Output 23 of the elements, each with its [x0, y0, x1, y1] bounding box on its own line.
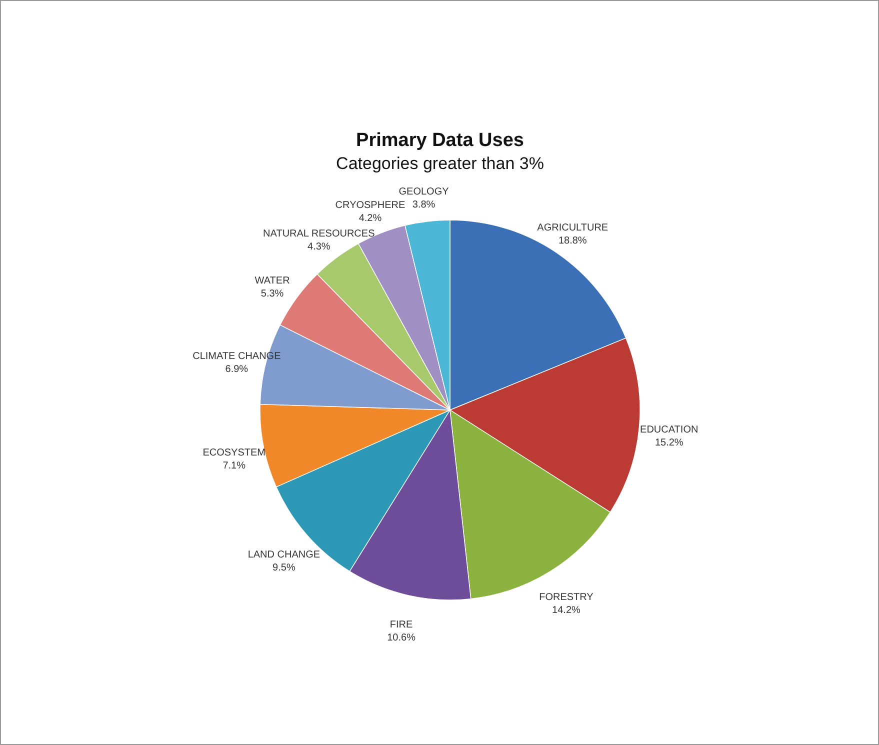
data-label: 15.2%	[654, 438, 684, 449]
chart-subtitle: Categories greater than 3%	[336, 154, 544, 173]
data-label: 10.6%	[387, 632, 416, 644]
slice-label: NATURAL RESOURCES	[263, 228, 376, 240]
slice-label: ECOSYSTEM	[202, 447, 266, 458]
data-label: 4.3%	[308, 241, 330, 252]
slice-label: GEOLOGY	[398, 186, 450, 198]
data-label: 9.5%	[272, 562, 296, 574]
chart-title: Primary Data Uses	[356, 130, 524, 151]
data-label: 6.9%	[225, 364, 248, 376]
data-label: 3.8%	[412, 200, 436, 211]
slice-label: FIRE	[390, 620, 414, 631]
slice-label: LAND CHANGE	[248, 549, 320, 560]
data-label: 7.1%	[222, 460, 246, 472]
slice-label: WATER	[254, 275, 290, 286]
data-label: 5.3%	[260, 288, 284, 300]
slice-label: EDUCATION	[640, 424, 698, 436]
slice-label: CRYOSPHERE	[335, 200, 406, 211]
data-label: 4.2%	[358, 212, 382, 224]
data-label: 14.2%	[552, 604, 581, 616]
data-label: 18.8%	[558, 235, 587, 246]
slice-label: FORESTRY	[539, 592, 594, 603]
slice-label: AGRICULTURE	[537, 222, 608, 234]
